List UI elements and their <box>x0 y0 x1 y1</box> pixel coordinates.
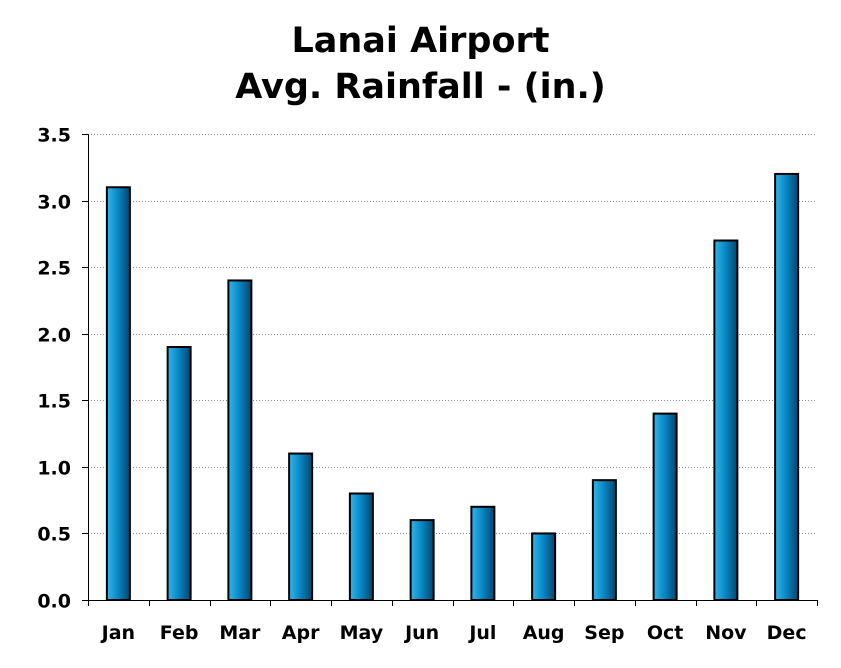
bar-nov <box>713 239 739 601</box>
y-tick-label: 1.0 <box>37 458 71 480</box>
y-tick-label: 0.5 <box>37 524 71 546</box>
bar-jun <box>409 519 435 601</box>
bar-jan <box>105 186 131 601</box>
axes <box>82 134 818 606</box>
y-tick-label: 1.5 <box>37 391 71 413</box>
x-tick-label: Dec <box>767 622 807 644</box>
bar-feb <box>166 346 192 601</box>
bar-dec <box>774 172 800 601</box>
bars <box>105 172 800 602</box>
bar-jul <box>470 505 496 601</box>
x-tick-label: Jul <box>467 622 496 644</box>
bar-may <box>348 492 374 601</box>
bar-sep <box>591 479 617 601</box>
gridlines <box>88 134 817 534</box>
bar-mar <box>227 279 253 601</box>
x-tick-labels: Jan Feb Mar Apr May Jun Jul Aug Sep Oct Nov Dec <box>100 622 807 644</box>
x-tick-label: Aug <box>523 622 565 644</box>
y-tick-label: 0.0 <box>37 591 71 613</box>
x-tick-label: Sep <box>584 622 624 644</box>
y-tick-label: 2.5 <box>37 258 71 280</box>
chart-title-line-1: Lanai Airport <box>291 21 550 61</box>
bar-apr <box>288 452 314 601</box>
x-tick-label: Apr <box>282 622 320 644</box>
bar-oct <box>652 412 678 601</box>
x-tick-label: Jan <box>100 622 135 644</box>
x-tick-label: Feb <box>160 622 199 644</box>
x-tick-label: Nov <box>705 622 747 644</box>
bar-aug <box>531 532 557 602</box>
y-tick-label: 3.5 <box>37 125 71 147</box>
x-tick-label: Jun <box>403 622 439 644</box>
y-tick-label: 3.0 <box>37 192 71 214</box>
chart-title: Lanai Airport Avg. Rainfall - (in.) <box>0 18 841 110</box>
y-tick-labels: 0.0 0.5 1.0 1.5 2.0 2.5 3.0 3.5 <box>37 125 71 613</box>
chart-title-line-2: Avg. Rainfall - (in.) <box>235 67 606 107</box>
y-tick-label: 2.0 <box>37 325 71 347</box>
x-tick-label: Mar <box>219 622 261 644</box>
x-tick-label: May <box>340 622 384 644</box>
x-tick-label: Oct <box>647 622 684 644</box>
